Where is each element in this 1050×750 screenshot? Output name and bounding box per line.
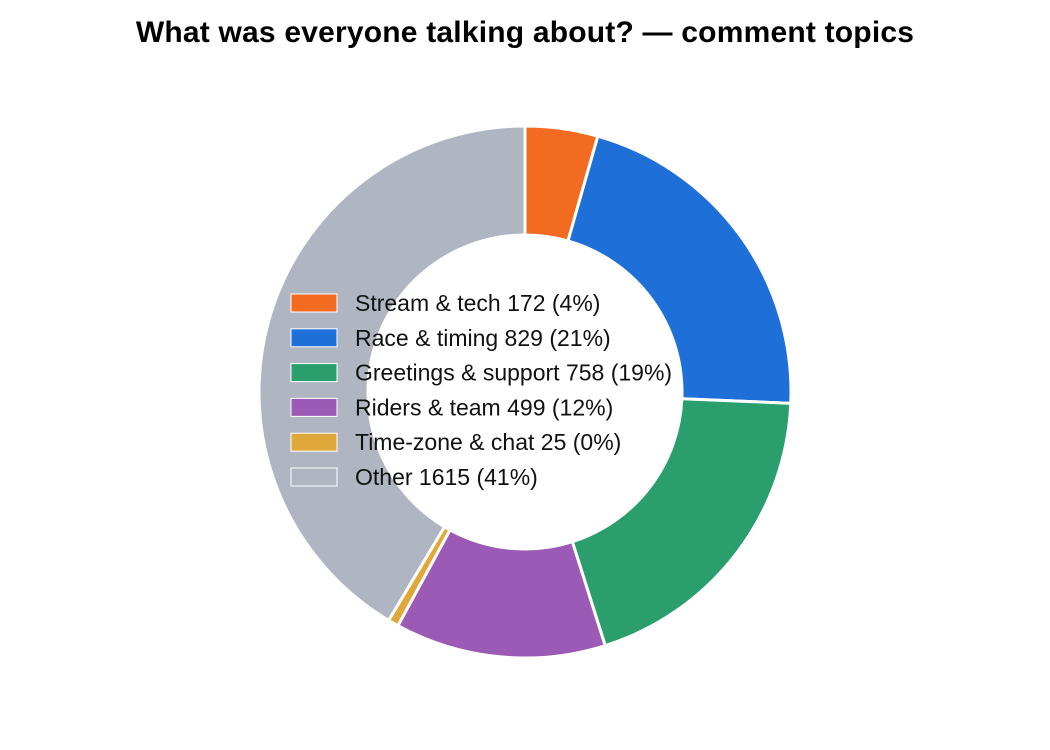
chart-title: What was everyone talking about? — comme… <box>135 16 915 49</box>
donut-slice-race-timing <box>566 134 793 405</box>
legend-label-race-timing: Race & timing 829 (21%) <box>355 325 611 351</box>
legend-label-stream-tech: Stream & tech 172 (4%) <box>355 290 600 316</box>
legend-swatch-time-zone-chat <box>290 432 338 452</box>
donut-slice-other <box>257 124 527 622</box>
legend-label-other: Other 1615 (41%) <box>355 464 538 490</box>
legend-swatch-other <box>290 467 338 487</box>
donut-slices <box>257 124 793 660</box>
legend-label-riders-team: Riders & team 499 (12%) <box>355 394 613 420</box>
legend: Stream & tech 172 (4%) Race & timing 829 … <box>290 290 672 490</box>
legend-swatch-stream-tech <box>290 293 338 313</box>
legend-label-time-zone-chat: Time-zone & chat 25 (0%) <box>355 429 621 455</box>
donut-slice-greetings-support <box>570 397 793 648</box>
legend-swatch-greetings-support <box>290 363 338 383</box>
legend-swatch-race-timing <box>290 328 338 348</box>
legend-swatch-riders-team <box>290 397 338 417</box>
legend-label-greetings-support: Greetings & support 758 (19%) <box>355 360 672 386</box>
